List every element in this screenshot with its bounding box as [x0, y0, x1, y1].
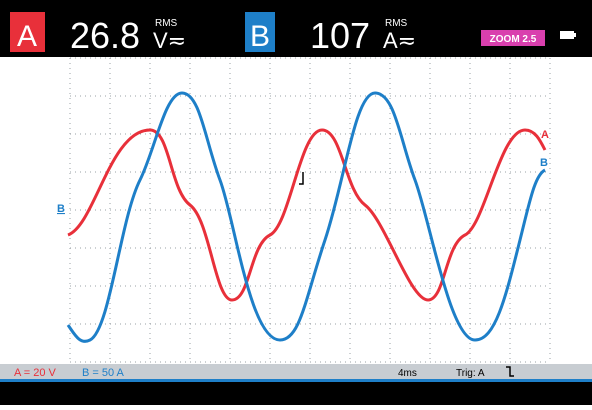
trace-a — [67, 128, 547, 302]
scale-a: A = 20 V — [14, 367, 57, 379]
channel-a-reading: 26.8 — [70, 15, 140, 56]
channel-a-badge — [10, 12, 45, 52]
trace-b-label: B — [540, 157, 548, 169]
channel-a-label: A — [17, 20, 37, 53]
channel-a-unit: V≂ — [153, 28, 186, 53]
header-bar — [0, 0, 592, 57]
grid — [69, 57, 551, 363]
channel-b-mode: RMS — [385, 18, 408, 29]
status-divider — [0, 379, 592, 382]
trigger-icon — [506, 366, 514, 377]
trace-b — [66, 91, 546, 343]
status-bar — [0, 364, 592, 379]
zoom-label: ZOOM 2.5 — [490, 34, 537, 45]
channel-b-label: B — [250, 20, 270, 53]
footer-bar — [0, 382, 592, 405]
channel-b-unit: A≂ — [383, 28, 416, 53]
timebase: 4ms — [398, 368, 417, 379]
battery-tip — [574, 33, 576, 37]
channel-a-mode: RMS — [155, 18, 178, 29]
scale-b: B = 50 A — [82, 367, 125, 379]
trace-a-label: A — [541, 129, 549, 141]
battery-icon — [560, 31, 574, 39]
zoom-badge — [481, 30, 545, 46]
trigger-info: Trig: A — [456, 368, 485, 379]
channel-b-reading: 107 — [310, 15, 370, 56]
trigger-marker — [299, 172, 304, 185]
ground-marker: B — [57, 203, 65, 215]
channel-b-badge — [245, 12, 275, 52]
